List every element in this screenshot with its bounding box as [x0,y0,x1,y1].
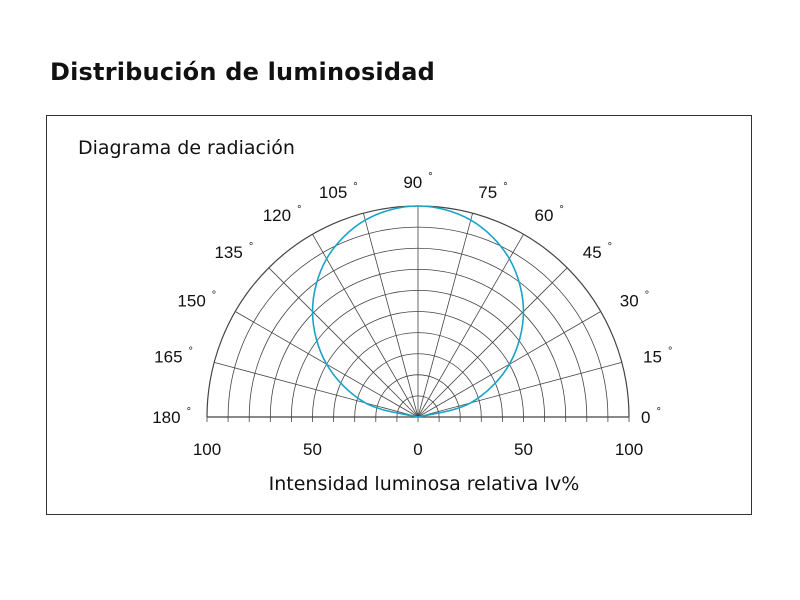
x-axis-label: Intensidad luminosa relativa Iv% [268,473,580,495]
degree-symbol: ° [297,204,301,216]
angle-label: 165 ° [154,346,193,367]
grid-spoke [312,234,419,418]
degree-symbol: ° [656,406,660,418]
grid-spoke [417,267,568,418]
angle-label: 45 ° [583,241,612,262]
chart-frame [46,115,752,515]
radial-tick-label: 100 [615,440,643,459]
angle-label: 180 ° [152,406,191,427]
grid-spoke [268,267,419,418]
degree-symbol: ° [503,181,507,193]
grid-spoke [363,213,419,418]
angle-label: 135 ° [214,241,253,262]
series-curve [311,205,525,418]
grid-spoke [417,234,524,418]
radial-tick-label: 100 [193,440,221,459]
degree-symbol: ° [189,346,193,358]
chart-title: Diagrama de radiación [78,137,295,159]
grid-spoke [214,362,419,418]
radial-labels: 100 50 0 50 100 [193,440,643,459]
degree-symbol: ° [608,241,612,253]
grid-spoke [417,213,473,418]
degree-symbol: ° [645,290,649,302]
polar-grid [206,205,630,422]
degree-symbol: ° [559,204,563,216]
angle-label: 120 ° [263,204,302,225]
angle-label: 60 ° [535,204,564,225]
angle-label: 90 ° [403,171,432,192]
grid-spoke [417,362,622,418]
angle-label: 0 ° [641,406,661,427]
degree-symbol: ° [428,171,432,183]
degree-symbol: ° [249,241,253,253]
degree-symbol: ° [187,406,191,418]
degree-symbol: ° [212,290,216,302]
angle-label: 15 ° [643,346,672,367]
angle-label: 30 ° [620,290,649,311]
angle-label: 75 ° [478,181,507,202]
radial-tick-label: 50 [303,440,322,459]
page-title: Distribución de luminosidad [50,58,436,86]
degree-symbol: ° [353,181,357,193]
series-layer [311,205,525,418]
radial-tick-label: 50 [514,440,533,459]
radial-tick-label: 0 [413,440,422,459]
angle-label: 105 ° [319,181,358,202]
angle-label: 150 ° [177,290,216,311]
degree-symbol: ° [668,346,672,358]
